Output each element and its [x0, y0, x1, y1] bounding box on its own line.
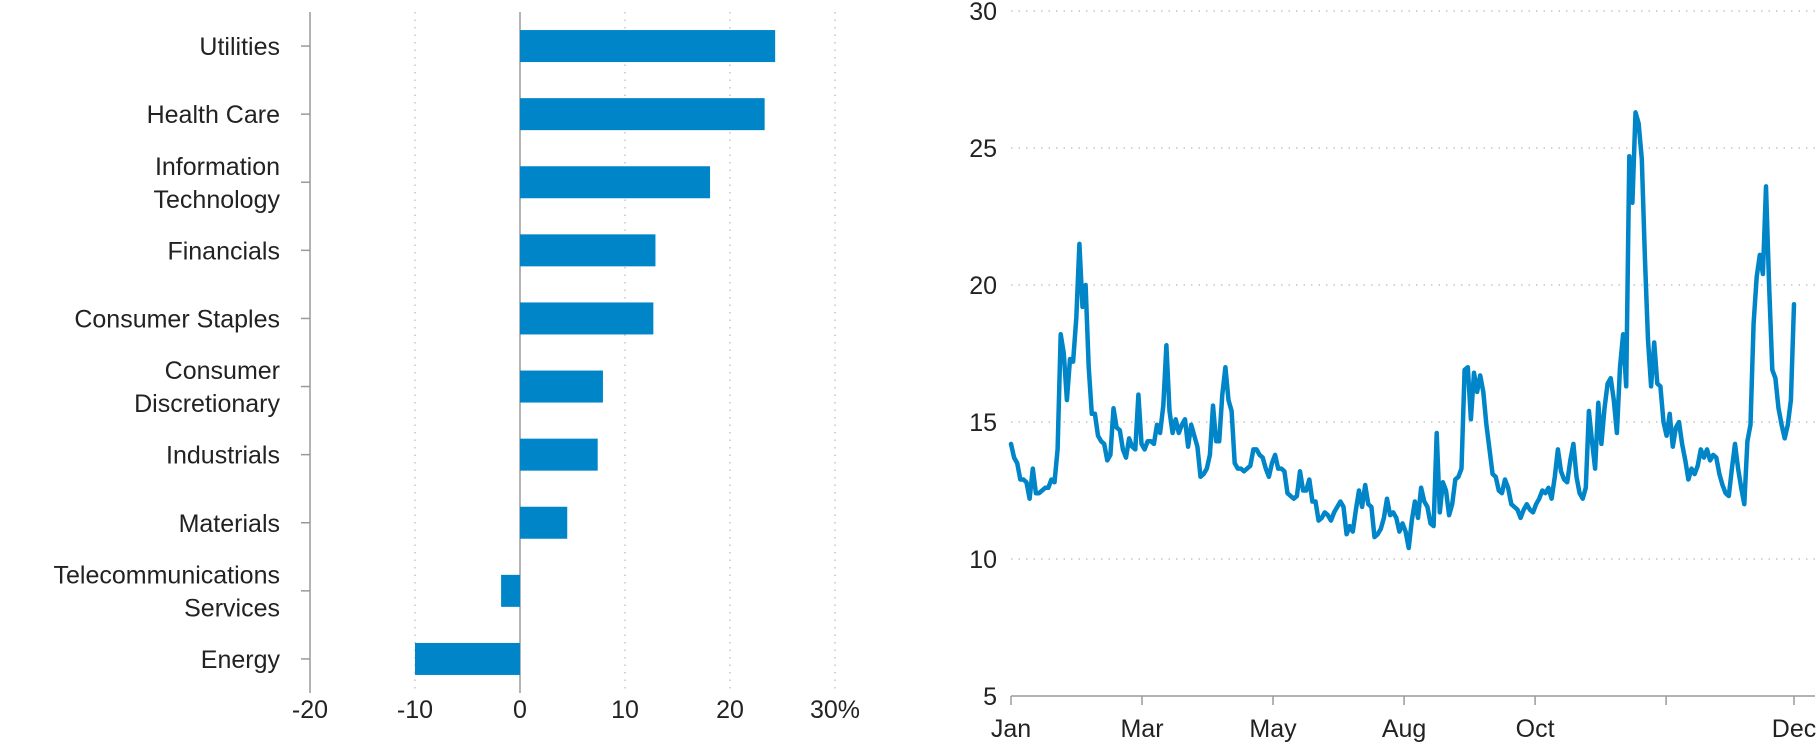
category-label-line: Telecommunications [54, 561, 281, 589]
category-label: Materials [179, 510, 280, 538]
bar [520, 302, 654, 335]
x-tick-label: Oct [1516, 715, 1555, 743]
category-label-line: Health Care [147, 101, 280, 129]
bar [520, 234, 656, 267]
y-tick-label: 25 [969, 135, 997, 163]
x-tick-label: May [1249, 715, 1297, 743]
category-label: Telecommunications Services [54, 561, 281, 622]
x-tick-label: Mar [1120, 715, 1163, 743]
bar [415, 642, 520, 675]
x-tick-label: -10 [397, 696, 433, 724]
x-tick-label: Dec [1772, 715, 1816, 743]
category-label: Industrials [166, 442, 280, 470]
x-tick-label: Aug [1382, 715, 1426, 743]
category-label-line: Financials [167, 237, 280, 265]
bar [520, 438, 598, 471]
category-label: Utilities [199, 33, 280, 61]
category-label-line: Utilities [199, 33, 280, 61]
category-label-line: Energy [201, 646, 281, 674]
category-label: Consumer Staples [74, 305, 280, 333]
x-tick-label: 0 [513, 696, 527, 724]
x-tick-label: 20 [716, 696, 744, 724]
category-label: Information Technology [154, 153, 281, 214]
x-tick-label: -20 [292, 696, 328, 724]
y-tick-label: 20 [969, 272, 997, 300]
category-label-line: Consumer [165, 357, 280, 385]
category-label-line: Consumer Staples [74, 305, 280, 333]
category-label-line: Technology [154, 186, 281, 214]
bar [520, 166, 711, 199]
y-tick-label: 15 [969, 409, 997, 437]
category-label-line: Materials [179, 510, 280, 538]
x-tick-label: 10 [611, 696, 639, 724]
y-tick-label: 30 [969, 0, 997, 26]
category-label: Health Care [147, 101, 280, 129]
x-tick-label: 30% [810, 696, 860, 724]
category-label-line: Industrials [166, 442, 280, 470]
category-label-line: Discretionary [134, 390, 280, 418]
category-label: Energy [201, 646, 281, 674]
y-tick-label: 5 [983, 683, 997, 711]
series-line [1008, 110, 1797, 551]
category-label: Financials [167, 237, 280, 265]
bar [520, 506, 568, 539]
bar [520, 98, 765, 131]
x-tick-label: Jan [991, 715, 1031, 743]
category-label-line: Services [184, 594, 280, 622]
category-label: Consumer Discretionary [134, 357, 280, 418]
bar [501, 574, 520, 607]
bar [520, 370, 603, 403]
y-tick-label: 10 [969, 546, 997, 574]
bar [520, 30, 776, 63]
sector-bar-chart: Utilities Health Care Information Technolog… [54, 12, 860, 724]
category-label-line: Information [155, 153, 280, 181]
